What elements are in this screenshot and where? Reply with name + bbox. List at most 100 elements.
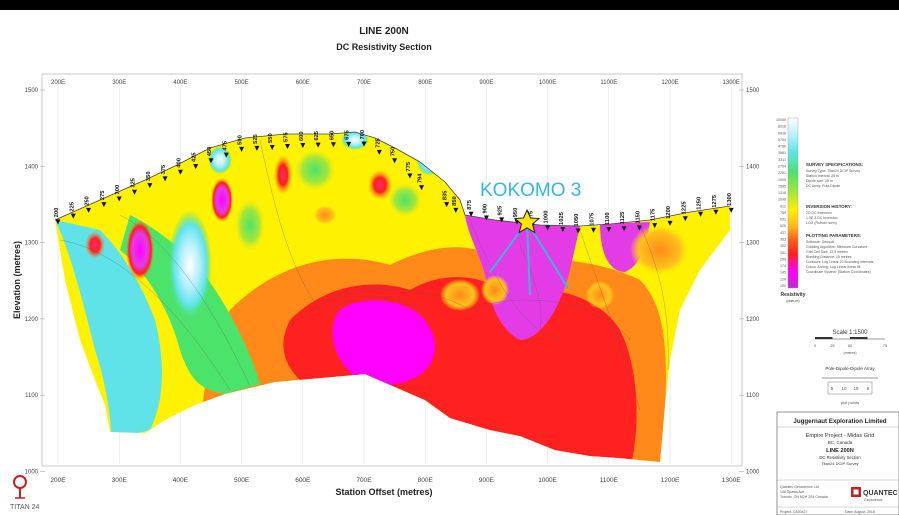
y-tick-right: 1100 [746, 393, 760, 399]
station-label: 875 [467, 199, 473, 209]
colorbar-value: 3981 [778, 151, 786, 155]
scale-bar: Scale 1:1500 0 25 50 75 (metres) [814, 330, 887, 355]
section-outline [54, 131, 731, 227]
station-marker-icon [254, 145, 260, 151]
spec-heading: PLOTTING PARAMETERS: [806, 233, 862, 238]
resistivity-model [55, 132, 730, 462]
station-label: 794 [418, 173, 424, 183]
x-tick-bottom: 900E [479, 477, 495, 484]
kokomo-label: KOKOMO 3 [480, 180, 581, 201]
station-marker-icon [162, 176, 168, 182]
block-line: LINE 200N [826, 448, 854, 454]
y-axis-label: Elevation (metres) [12, 241, 22, 319]
left-cyan-zone [55, 220, 162, 440]
station-label: 1025 [559, 211, 565, 225]
colorbar-value: 2754 [778, 164, 786, 168]
station-marker-icon [223, 152, 229, 158]
x-tick-top: 1000E [539, 80, 556, 86]
x-tick-bottom: 1000E [538, 477, 557, 484]
station-marker-icon [453, 207, 459, 213]
section-subtitle: DC Resistivity Section [336, 42, 432, 52]
station-marker-icon [361, 141, 367, 147]
array-value: 15 [853, 386, 859, 391]
block-survey: Titan24 DCIP Survey [821, 461, 858, 466]
spec-line: Gridding Algorithm: Minimum Curvature [806, 245, 867, 249]
station-label: 1175 [651, 208, 657, 221]
x-tick-top: 700E [357, 80, 371, 86]
station-marker-icon [208, 158, 214, 164]
station-marker-icon [300, 143, 306, 149]
colorbar-value: 5754 [778, 138, 786, 142]
x-tick-top: 1200E [661, 80, 678, 86]
spec-heading: INVERSION HISTORY: [806, 204, 852, 209]
station-marker-icon [55, 219, 61, 225]
station-label: 1225 [681, 201, 687, 215]
array-value: 6 [867, 386, 870, 391]
station-marker-icon [147, 183, 153, 189]
colorbar-value: 1905 [778, 178, 786, 182]
station-marker-icon [330, 142, 336, 148]
spec-line: LOG (Robust norm) [806, 221, 837, 225]
station-label: 1125 [620, 211, 626, 224]
station-label: 600 [299, 131, 305, 141]
station-label: 675 [345, 129, 351, 139]
colorbar-value: 6918 [778, 131, 786, 135]
contractor-line: 146 Sparks Ave [780, 490, 805, 494]
spec-line: Software: Geosoft [806, 240, 834, 244]
project-location: BC, Canada [828, 440, 853, 445]
array-value: 5 [831, 386, 834, 391]
scale-label: Scale 1:1500 [832, 330, 868, 336]
station-marker-icon [376, 149, 382, 155]
station-marker-icon [193, 164, 199, 170]
y-axis-right-ticks: 1500 1400 1300 1200 1100 1000 [739, 88, 760, 476]
x-tick-bottom: 800E [418, 477, 434, 484]
station-marker-icon [636, 225, 642, 231]
colorbar-value: 1318 [778, 191, 786, 195]
quantec-logo-sub: Geoscience [864, 498, 883, 502]
station-label: 625 [314, 130, 320, 140]
spec-line: DC Array: Pole-Dipole [806, 184, 840, 188]
spec-line: Survey Type: Titan24 DCIP Survey [806, 169, 860, 173]
station-marker-icon [713, 209, 719, 215]
station-label: 775 [406, 161, 412, 171]
station-label: 1050 [574, 214, 580, 227]
x-tick-bottom: 1100E [600, 477, 619, 484]
y-tick-right: 1400 [746, 164, 760, 170]
station-label: 325 [131, 177, 137, 187]
deep-magenta-zone [332, 300, 435, 386]
station-label: 250 [85, 196, 91, 206]
station-marker-icon [101, 202, 107, 208]
colorbar-value: 912 [780, 204, 786, 208]
section-title: LINE 200N [359, 26, 408, 37]
x-axis-label: Station Offset (metres) [335, 487, 432, 497]
colorbar-value: 8318 [778, 125, 786, 129]
station-label: 1100 [605, 212, 611, 225]
station-label: 925 [498, 205, 504, 215]
station-marker-icon [239, 146, 245, 152]
station-label: 650 [329, 131, 335, 141]
station-marker-icon [728, 207, 734, 213]
section-sheet: LINE 200N DC Resistivity Section 200E 300… [0, 10, 899, 515]
station-label: 850 [452, 196, 458, 206]
plot-frame [41, 73, 743, 467]
colorbar-value: 631 [780, 218, 786, 222]
resistivity-colorbar: 10000 8318 6918 5754 4786 3981 3311 2754 2291 190… [776, 117, 806, 303]
spec-line: Blanking Distance: 15 metres [806, 255, 852, 259]
station-label: 400 [176, 158, 182, 168]
station-marker-icon [86, 207, 92, 213]
x-tick-bottom: 1300E [722, 477, 741, 484]
station-label: 750 [391, 147, 397, 157]
y-tick-left: 1500 [25, 88, 39, 94]
x-tick-top: 1300E [723, 80, 740, 86]
resistivity-section-plot: LINE 200N DC Resistivity Section 200E 300… [10, 26, 899, 515]
colorbar-value: 1096 [778, 198, 786, 202]
station-marker-icon [575, 228, 581, 234]
colorbar-value: 4786 [778, 145, 786, 149]
x-tick-bottom: 600E [295, 477, 311, 484]
station-marker-icon [315, 142, 321, 148]
y-tick-right: 1200 [746, 317, 760, 323]
station-marker-icon [116, 196, 122, 202]
station-marker-icon [132, 189, 137, 195]
colorbar-label: Resistivity [780, 292, 805, 298]
x-tick-bottom: 500E [234, 477, 250, 484]
